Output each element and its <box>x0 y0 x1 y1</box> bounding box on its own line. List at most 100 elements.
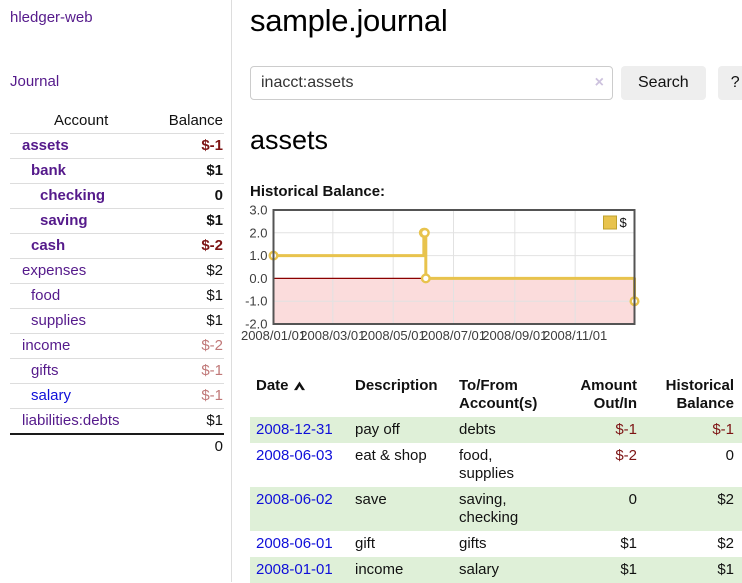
account-link[interactable]: expenses <box>22 262 87 279</box>
sort-ascending-icon <box>293 378 306 396</box>
account-link[interactable]: bank <box>31 162 67 179</box>
sidebar-item-journal[interactable]: Journal <box>10 73 60 90</box>
register-header-row: Date Description To/From Account(s) Amou… <box>250 375 742 417</box>
account-balance-table: Account Balance assets $-1 bank $1 checking 0… <box>10 109 224 459</box>
account-link[interactable]: cash <box>31 237 66 254</box>
account-balance: $1 <box>152 283 224 309</box>
svg-text:1.0: 1.0 <box>249 248 267 263</box>
register-table: Date Description To/From Account(s) Amou… <box>250 375 742 583</box>
amount-column-header: Amount Out/In <box>580 377 637 412</box>
transaction-description: pay off <box>349 417 453 443</box>
account-row: gifts $-1 <box>10 358 224 384</box>
transaction-row: 2008-12-31 pay off debts $-1 $-1 <box>250 417 742 443</box>
svg-text:2.0: 2.0 <box>249 225 267 240</box>
svg-text:2008/11/01: 2008/11/01 <box>543 328 607 343</box>
balance-column-header-main: Historical Balance <box>665 377 734 412</box>
total-spacer <box>10 433 153 459</box>
search-button[interactable]: Search <box>621 66 706 100</box>
account-column-header: Account <box>10 109 153 134</box>
transaction-accounts: saving, checking <box>453 487 557 531</box>
sidebar: hledger-web Journal Account Balance asse… <box>0 0 232 582</box>
balance-column-header: Balance <box>152 109 224 134</box>
transaction-date-link[interactable]: 2008-06-03 <box>256 447 333 464</box>
transaction-accounts: debts <box>453 417 557 443</box>
transaction-row: 2008-01-01 income salary $1 $1 <box>250 557 742 583</box>
account-link[interactable]: food <box>31 287 61 304</box>
transaction-date-link[interactable]: 2008-01-01 <box>256 561 333 578</box>
accounts-total-row: 0 <box>10 433 224 459</box>
account-row: cash $-2 <box>10 233 224 259</box>
transaction-date-link[interactable]: 2008-12-31 <box>256 421 333 438</box>
account-balance: $-1 <box>152 133 224 159</box>
transaction-amount: 0 <box>557 487 645 531</box>
account-balance: $-1 <box>152 383 224 409</box>
transaction-date-link[interactable]: 2008-06-01 <box>256 535 333 552</box>
account-row: checking 0 <box>10 183 224 209</box>
date-column-header[interactable]: Date <box>250 375 349 417</box>
transaction-accounts: gifts <box>459 535 487 552</box>
svg-text:2008/03/01: 2008/03/01 <box>300 328 365 343</box>
chart-canvas: $3.0 2.0 1.0 0.0 -1.0 -2.02008/01/012008/03/0… <box>241 203 640 343</box>
account-link[interactable]: checking <box>40 187 106 204</box>
accounts-total-balance: 0 <box>152 433 224 459</box>
account-row: assets $-1 <box>10 133 224 159</box>
account-balance: $-2 <box>152 233 224 259</box>
help-button[interactable]: ? <box>717 66 742 100</box>
account-row: supplies $1 <box>10 308 224 334</box>
account-link[interactable]: salary <box>31 387 72 404</box>
transaction-balance: $2 <box>717 535 734 552</box>
account-link[interactable]: assets <box>22 137 69 154</box>
svg-text:2008/07/01: 2008/07/01 <box>421 328 486 343</box>
tofrom-column-header: To/From Account(s) <box>459 377 538 412</box>
transaction-row: 2008-06-03 eat & shop food, supplies $-2… <box>250 443 742 487</box>
account-row: bank $1 <box>10 158 224 184</box>
transaction-amount: $-2 <box>615 447 637 464</box>
search-input[interactable] <box>250 66 613 100</box>
account-row: expenses $2 <box>10 258 224 284</box>
account-row: salary $-1 <box>10 383 224 409</box>
account-heading: assets <box>250 125 329 155</box>
description-column-header: Description <box>355 377 438 394</box>
account-link[interactable]: liabilities:debts <box>22 412 120 429</box>
search-bar: × Search ? <box>250 66 742 100</box>
svg-text:-1.0: -1.0 <box>245 294 267 309</box>
chart-title: Historical Balance: <box>250 183 386 200</box>
account-balance: $1 <box>152 208 224 234</box>
account-row: saving $1 <box>10 208 224 234</box>
historical-balance-chart: $3.0 2.0 1.0 0.0 -1.0 -2.0 2008/01/01 2008/03/0… <box>241 203 742 348</box>
transaction-balance: $2 <box>645 487 742 531</box>
transaction-accounts: food, supplies <box>459 447 515 482</box>
transaction-description: gift <box>355 535 376 552</box>
transaction-description: income <box>349 557 453 583</box>
account-link[interactable]: income <box>22 337 71 354</box>
transaction-description: save <box>349 487 453 531</box>
account-link[interactable]: supplies <box>31 312 87 329</box>
main-content: sample.journal × Search ? assets Histori… <box>232 0 742 583</box>
account-link[interactable]: saving <box>40 212 88 229</box>
svg-text:3.0: 3.0 <box>249 203 267 218</box>
transaction-description: eat & shop <box>355 447 427 464</box>
svg-text:2008/05/01: 2008/05/01 <box>361 328 426 343</box>
account-row: liabilities:debts $1 <box>10 408 224 435</box>
transaction-date-link[interactable]: 2008-06-02 <box>256 491 333 508</box>
transaction-row: 2008-06-01 gift gifts $1 $2 <box>250 531 742 557</box>
transaction-balance: 0 <box>725 447 734 464</box>
account-balance: 0 <box>152 183 224 209</box>
account-balance: $-2 <box>152 333 224 359</box>
account-balance: $1 <box>152 158 224 184</box>
clear-search-icon[interactable]: × <box>594 74 604 91</box>
account-row: food $1 <box>10 283 224 309</box>
svg-text:$: $ <box>620 215 628 230</box>
account-link[interactable]: gifts <box>31 362 59 379</box>
transaction-amount: $1 <box>557 557 645 583</box>
account-balance: $1 <box>152 408 224 435</box>
transaction-accounts: salary <box>453 557 557 583</box>
transaction-row: 2008-06-02 save saving, checking 0 $2 <box>250 487 742 531</box>
transaction-balance: $1 <box>645 557 742 583</box>
account-table-header-row: Account Balance <box>10 109 224 134</box>
account-balance: $2 <box>152 258 224 284</box>
app-brand-link[interactable]: hledger-web <box>10 9 93 26</box>
transaction-balance: $-1 <box>645 417 742 443</box>
transaction-amount: $-1 <box>557 417 645 443</box>
